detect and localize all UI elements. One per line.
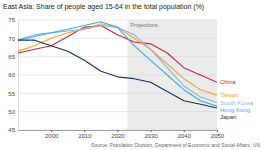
y-tick: 60 (8, 72, 18, 78)
chart: East Asia: Share of people aged 15-64 in… (0, 0, 263, 150)
x-tick: 2010 (78, 130, 92, 139)
y-tick-label: 55 (8, 91, 15, 97)
y-tick: 45 (8, 127, 18, 133)
legend-label: Japan (220, 114, 236, 120)
grid-line (18, 56, 217, 57)
x-axis-line (19, 130, 218, 131)
x-tick-mark (118, 130, 119, 132)
x-tick-mark (217, 130, 218, 132)
y-tick-label: 75 (8, 17, 15, 23)
grid-line (18, 20, 217, 21)
x-tick-label: 2030 (144, 133, 158, 139)
y-tick-label: 60 (8, 72, 15, 78)
x-tick-mark (184, 130, 185, 132)
grid-line (18, 38, 217, 39)
x-tick: 2050 (211, 130, 225, 139)
x-tick-mark (84, 130, 85, 132)
y-tick-label: 45 (8, 127, 15, 133)
source: Source: Population Division, Department … (91, 142, 260, 148)
x-tick: 2030 (144, 130, 158, 139)
grid-line (18, 93, 217, 94)
y-axis-line (18, 21, 19, 131)
series-line (18, 22, 217, 106)
series-line (18, 24, 217, 96)
legend-label: Hong Kong (220, 107, 250, 113)
plot: Projections 45 50 55 60 65 70 75 2000 2010 2020 203… (8, 17, 254, 139)
x-tick-mark (51, 130, 52, 132)
title: East Asia: Share of people aged 15-64 in… (3, 3, 204, 11)
y-tick: 50 (8, 109, 18, 115)
x-tick: 2040 (178, 130, 192, 139)
y-tick-label: 50 (8, 109, 15, 115)
legend-label: China (220, 79, 236, 85)
legend-label: Taiwan (220, 92, 239, 98)
grid-line (18, 75, 217, 76)
series-line (18, 40, 217, 108)
x-tick-label: 2040 (178, 133, 192, 139)
y-tick-label: 65 (8, 54, 15, 60)
x-tick-mark (151, 130, 152, 132)
y-tick: 70 (8, 36, 18, 42)
x-tick-label: 2050 (211, 133, 225, 139)
y-tick: 55 (8, 91, 18, 97)
lines (18, 22, 217, 108)
x-tick: 2020 (111, 130, 125, 139)
legend-label: South Korea (220, 100, 254, 106)
y-tick: 75 (8, 17, 18, 23)
y-tick-label: 70 (8, 36, 15, 42)
x-tick-label: 2020 (111, 133, 125, 139)
grid-line (18, 111, 217, 112)
y-axis: 45 50 55 60 65 70 75 (8, 17, 18, 133)
x-tick-label: 2000 (45, 133, 59, 139)
x-axis: 2000 2010 2020 2030 2040 2050 (19, 130, 225, 139)
series-line (18, 26, 217, 103)
x-tick: 2000 (45, 130, 59, 139)
x-tick-label: 2010 (78, 133, 92, 139)
y-tick: 65 (8, 54, 18, 60)
annotation: Projections (130, 22, 157, 28)
